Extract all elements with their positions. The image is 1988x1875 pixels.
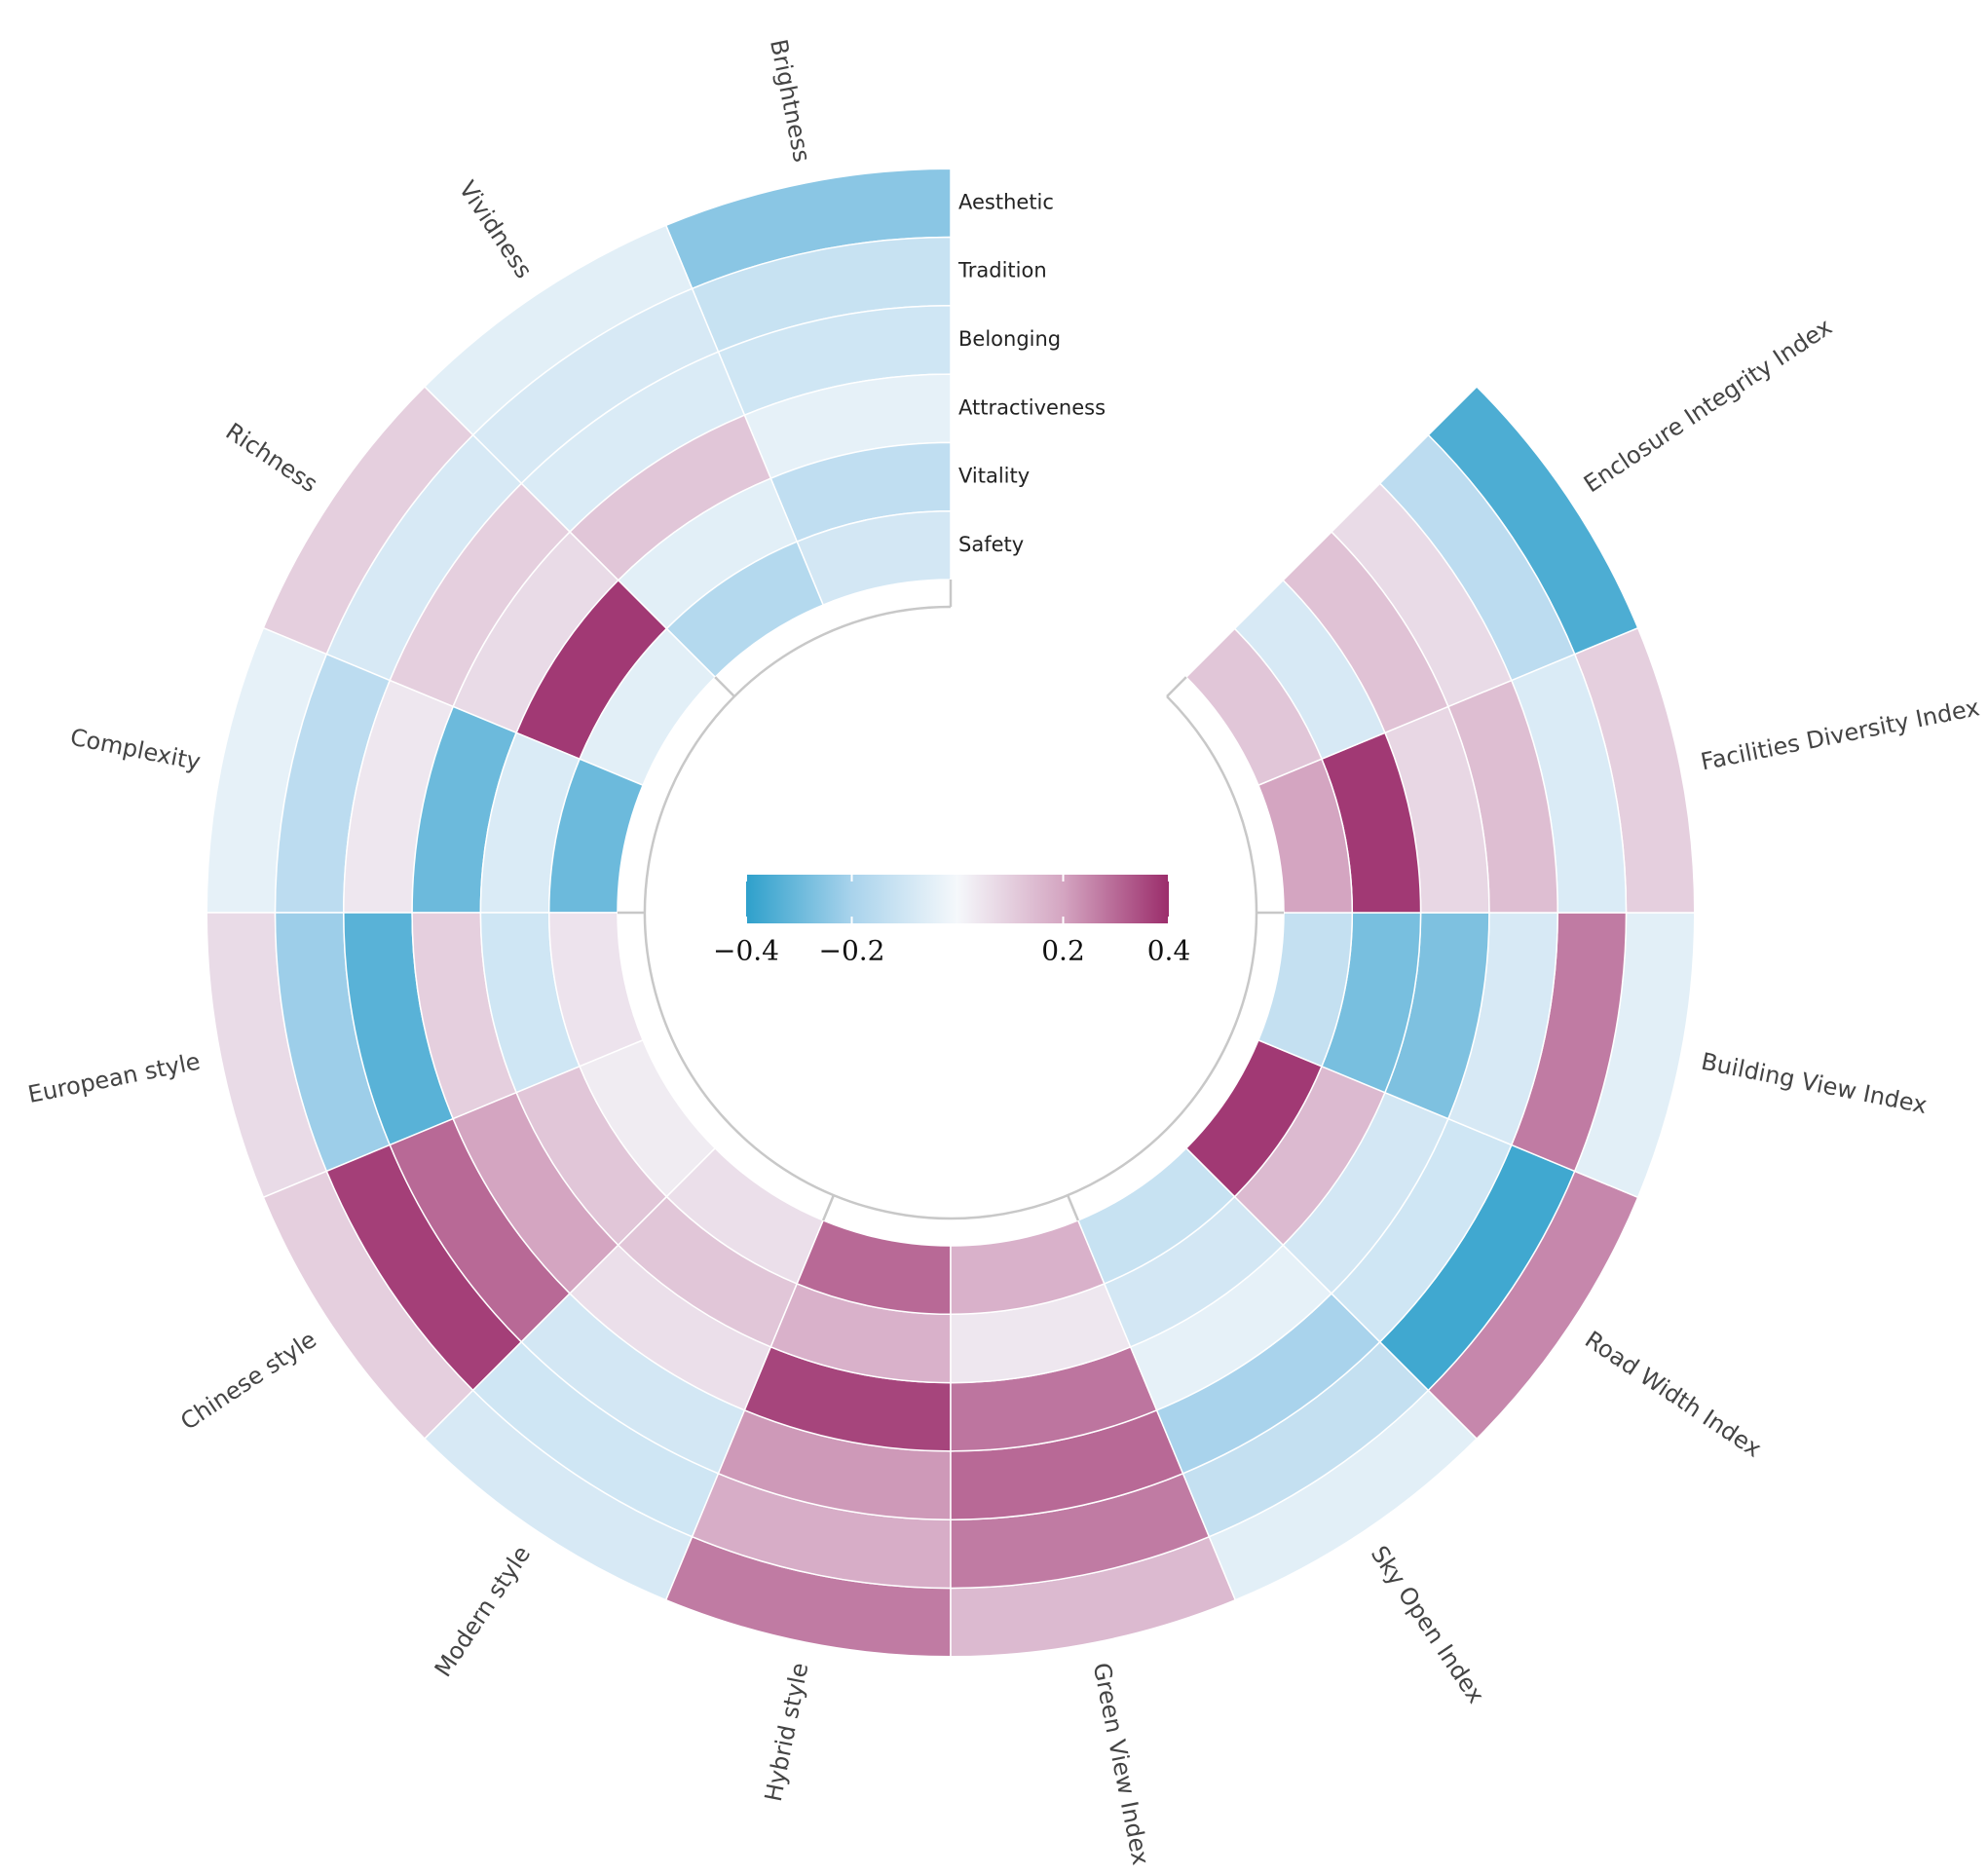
heat-cell bbox=[547, 912, 645, 1068]
heat-cell bbox=[1184, 1038, 1323, 1198]
row-label: Aesthetic bbox=[958, 190, 1054, 213]
category-label: Enclosure Integrity Index bbox=[1579, 313, 1837, 498]
row-label: Belonging bbox=[958, 327, 1061, 351]
heat-cell bbox=[1076, 1146, 1236, 1285]
heat-cell bbox=[1257, 758, 1354, 914]
heat-cell bbox=[579, 1038, 717, 1198]
heat-cell bbox=[665, 1146, 825, 1285]
dendrogram bbox=[714, 676, 735, 697]
heat-cell bbox=[1184, 627, 1323, 787]
dendrogram bbox=[821, 1194, 835, 1221]
category-label: Complexity bbox=[68, 724, 203, 776]
heat-cell bbox=[579, 627, 717, 787]
category-label: European style bbox=[25, 1048, 203, 1108]
colorbar-tick-label: −0.2 bbox=[819, 935, 885, 967]
category-label: Hybrid style bbox=[760, 1661, 814, 1804]
heat-cell bbox=[796, 1219, 952, 1316]
row-label: Vitality bbox=[958, 465, 1030, 488]
colorbar-tick-label: 0.2 bbox=[1041, 935, 1085, 967]
category-label: Modern style bbox=[430, 1541, 537, 1682]
category-label: Brightness bbox=[765, 37, 815, 165]
category-label: Green View Index bbox=[1088, 1661, 1155, 1867]
heat-cell bbox=[950, 1219, 1106, 1316]
colorbar-tick-label: −0.4 bbox=[713, 935, 779, 967]
category-label: Chinese style bbox=[175, 1326, 320, 1436]
heat-cell bbox=[796, 509, 952, 607]
heat-cell bbox=[665, 541, 825, 679]
category-label: Sky Open Index bbox=[1366, 1541, 1490, 1708]
category-label: Road Width Index bbox=[1580, 1326, 1766, 1463]
category-label: Richness bbox=[221, 418, 322, 499]
colorbar bbox=[746, 875, 1169, 923]
category-label: Vividness bbox=[453, 176, 537, 283]
category-label: Building View Index bbox=[1699, 1048, 1930, 1119]
heat-cell bbox=[1257, 912, 1354, 1068]
heat-cell bbox=[547, 758, 645, 914]
row-label: Attractiveness bbox=[958, 395, 1106, 419]
row-label: Safety bbox=[958, 533, 1024, 556]
row-label: Tradition bbox=[957, 259, 1047, 282]
dendrogram bbox=[1166, 676, 1187, 697]
dendrogram bbox=[1067, 1194, 1080, 1221]
dendrogram bbox=[643, 605, 1258, 1220]
colorbar-tick-label: 0.4 bbox=[1147, 935, 1191, 967]
category-label: Facilities Diversity Index bbox=[1699, 694, 1982, 775]
